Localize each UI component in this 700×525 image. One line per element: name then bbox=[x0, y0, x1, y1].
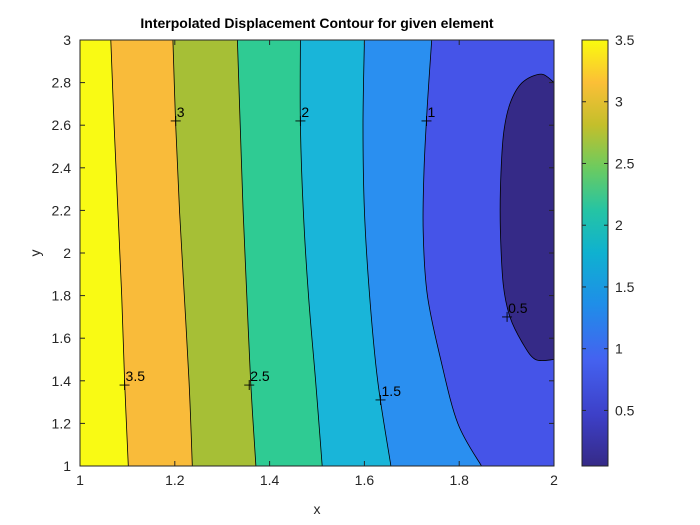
y-tick-label: 1 bbox=[63, 458, 71, 474]
colorbar-tick-label: 1 bbox=[615, 341, 623, 357]
contour-line-0.5 bbox=[499, 73, 554, 362]
x-tick-label: 1.2 bbox=[165, 472, 185, 488]
contour-fill-bands bbox=[80, 40, 554, 466]
contour-label-marker bbox=[502, 311, 513, 322]
contour-label-marker bbox=[170, 115, 181, 126]
y-axis-label: y bbox=[27, 250, 43, 257]
contour-line-1.5 bbox=[362, 40, 392, 466]
contour-label-marker bbox=[119, 380, 130, 391]
x-tick-label: 1 bbox=[76, 472, 84, 488]
contour-label-marker bbox=[421, 115, 432, 126]
y-tick-label: 2.4 bbox=[52, 160, 72, 176]
contour-label-marker bbox=[295, 115, 306, 126]
x-tick-label: 1.4 bbox=[260, 472, 280, 488]
contour-label: 2 bbox=[301, 104, 309, 120]
colorbar-ticks: 0.5 1 1.5 2 2.5 3 3.5 bbox=[582, 32, 635, 418]
contour-label: 1 bbox=[427, 104, 435, 120]
contour-label-marker bbox=[244, 380, 255, 391]
y-tick-label: 1.4 bbox=[52, 373, 72, 389]
y-tick-label: 1.8 bbox=[52, 288, 72, 304]
contour-line-2.5 bbox=[237, 40, 257, 466]
contour-label: 2.5 bbox=[250, 368, 270, 384]
y-tick-label: 3 bbox=[63, 32, 71, 48]
x-tick-label: 1.6 bbox=[355, 472, 375, 488]
x-tick-label: 1.8 bbox=[449, 472, 469, 488]
chart-title: Interpolated Displacement Contour for gi… bbox=[140, 15, 494, 31]
y-tick-label: 1.6 bbox=[52, 330, 72, 346]
x-tick-label: 2 bbox=[550, 472, 558, 488]
contour-band-below-0.5 bbox=[500, 74, 554, 361]
y-tick-label: 2.2 bbox=[52, 202, 72, 218]
contour-label: 1.5 bbox=[382, 383, 402, 399]
y-tick-label: 2.8 bbox=[52, 75, 72, 91]
colorbar bbox=[581, 39, 609, 467]
y-tick-label: 1.2 bbox=[52, 415, 72, 431]
colorbar-tick-label: 2 bbox=[615, 217, 623, 233]
contour-label: 3.5 bbox=[126, 368, 146, 384]
contour-label: 0.5 bbox=[508, 300, 528, 316]
colorbar-tick-label: 2.5 bbox=[615, 155, 635, 171]
contour-label-marker bbox=[375, 394, 386, 405]
colorbar-tick-label: 3.5 bbox=[615, 32, 635, 48]
x-axis: 1 1.2 1.4 1.6 1.8 2 bbox=[76, 40, 558, 488]
colorbar-tick-label: 3 bbox=[615, 94, 623, 110]
colorbar-tick-label: 1.5 bbox=[615, 279, 635, 295]
contour-line-1 bbox=[422, 40, 482, 466]
x-axis-label: x bbox=[314, 501, 321, 517]
contour-label: 3 bbox=[177, 104, 185, 120]
y-tick-label: 2.6 bbox=[52, 117, 72, 133]
y-axis: 1 1.2 1.4 1.6 1.8 2 2.2 2.4 2.6 2.8 3 bbox=[52, 32, 554, 474]
contour-labels: 3.5 3 2.5 2 1.5 1 0.5 bbox=[119, 104, 528, 405]
colorbar-tick-label: 0.5 bbox=[615, 402, 635, 418]
y-tick-label: 2 bbox=[63, 245, 71, 261]
